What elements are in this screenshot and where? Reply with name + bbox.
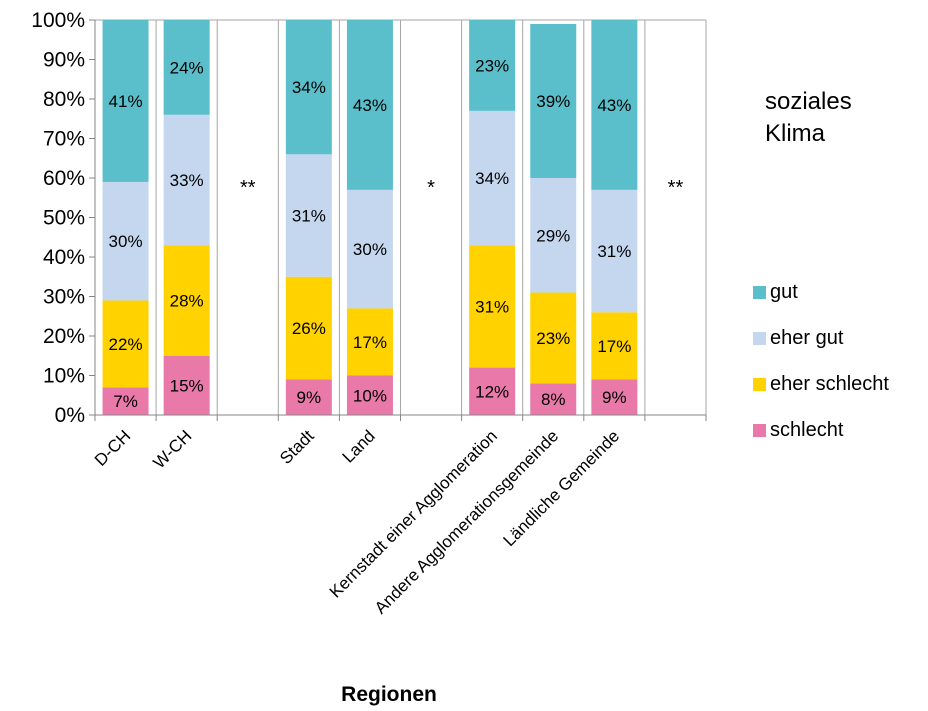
x-tick-label: W-CH (150, 426, 196, 472)
y-tick-label: 80% (43, 88, 85, 111)
legend-label: schlecht (770, 419, 844, 441)
data-label: 34% (292, 78, 326, 97)
data-label: 34% (475, 169, 509, 188)
data-label: 8% (541, 390, 566, 409)
bar-segment-eher-schlecht (530, 292, 577, 384)
bar-segment-eher-gut (469, 110, 516, 246)
data-label: 28% (170, 291, 204, 310)
bar-segment-eher-schlecht (285, 276, 332, 380)
bar-segment-eher-schlecht (102, 300, 149, 388)
bar-segment-schlecht (163, 355, 210, 415)
data-label: 31% (597, 242, 631, 261)
y-tick-label: 40% (43, 246, 85, 269)
data-label: 9% (297, 388, 322, 407)
y-tick-label: 60% (43, 167, 85, 190)
x-axis-title: Regionen (341, 683, 437, 706)
chart-annotation-line-1: soziales (765, 88, 852, 115)
bar-segment-gut (591, 20, 638, 190)
bar-segment-eher-schlecht (163, 245, 210, 356)
data-label: 17% (353, 333, 387, 352)
data-label: 29% (536, 226, 570, 245)
y-tick-label: 30% (43, 286, 85, 309)
bar-segment-schlecht (469, 367, 516, 415)
data-label: 23% (536, 329, 570, 348)
bar-segment-eher-gut (346, 189, 393, 309)
bar-segment-eher-schlecht (591, 312, 638, 380)
data-label: 31% (292, 207, 326, 226)
bar-segment-gut (530, 23, 577, 179)
bar-segment-schlecht (102, 387, 149, 415)
bar-segment-gut (346, 20, 393, 190)
data-label: 26% (292, 319, 326, 338)
data-label: 43% (353, 96, 387, 115)
y-tick-label: 100% (31, 9, 85, 32)
data-labels: 7% 22% 30% 41% 15% 28% 33% 24% ** 9% 26% 31% 34% 10% 1… (109, 56, 684, 411)
bar-segment-eher-schlecht (346, 308, 393, 376)
bar-segment-eher-gut (591, 189, 638, 313)
x-tick-label: Ländliche Gemeinde (499, 426, 623, 550)
data-label: 30% (353, 240, 387, 259)
significance-marker: ** (240, 177, 256, 199)
data-label: 31% (475, 297, 509, 316)
data-label: 30% (109, 232, 143, 251)
bar-segment-eher-gut (530, 178, 577, 293)
data-label: 39% (536, 92, 570, 111)
bar-segment-gut (469, 20, 516, 111)
data-label: 41% (109, 92, 143, 111)
bar-segment-schlecht (530, 383, 577, 415)
significance-marker: * (427, 177, 435, 199)
bar-segment-eher-gut (285, 154, 332, 277)
bar-segment-schlecht (591, 379, 638, 415)
bar-segment-schlecht (346, 375, 393, 415)
bar-segment-eher-schlecht (469, 245, 516, 368)
y-tick-label: 70% (43, 128, 85, 151)
data-label: 12% (475, 382, 509, 401)
significance-marker: ** (668, 177, 684, 199)
legend-label: eher schlecht (770, 373, 889, 395)
y-tick-label: 0% (55, 404, 85, 427)
chart-annotation-line-2: Klima (765, 120, 826, 147)
data-label: 24% (170, 58, 204, 77)
legend: gut eher gut eher schlecht schlecht (753, 281, 889, 441)
bar-segment-gut (102, 20, 149, 182)
x-tick-label: Land (339, 426, 379, 466)
bar-segment-eher-gut (163, 114, 210, 246)
bar-segment-gut (285, 20, 332, 155)
legend-label: eher gut (770, 327, 844, 349)
bar-segment-eher-gut (102, 181, 149, 301)
data-label: 33% (170, 171, 204, 190)
data-label: 23% (475, 56, 509, 75)
x-tick-label: D-CH (91, 426, 134, 469)
data-label: 7% (113, 392, 138, 411)
y-tick-label: 10% (43, 365, 85, 388)
x-tick-label: Stadt (276, 426, 318, 468)
data-label: 17% (597, 337, 631, 356)
data-label: 9% (602, 388, 627, 407)
data-label: 10% (353, 386, 387, 405)
legend-swatch (753, 424, 766, 437)
data-label: 22% (109, 335, 143, 354)
bars (102, 20, 638, 415)
bar-segment-schlecht (285, 379, 332, 415)
legend-label: gut (770, 281, 798, 303)
bar-segment-gut (163, 20, 210, 115)
legend-swatch (753, 332, 766, 345)
data-label: 15% (170, 376, 204, 395)
y-tick-label: 90% (43, 49, 85, 72)
y-tick-label: 50% (43, 207, 85, 230)
y-tick-label: 20% (43, 325, 85, 348)
legend-swatch (753, 286, 766, 299)
legend-swatch (753, 378, 766, 391)
data-label: 43% (597, 96, 631, 115)
